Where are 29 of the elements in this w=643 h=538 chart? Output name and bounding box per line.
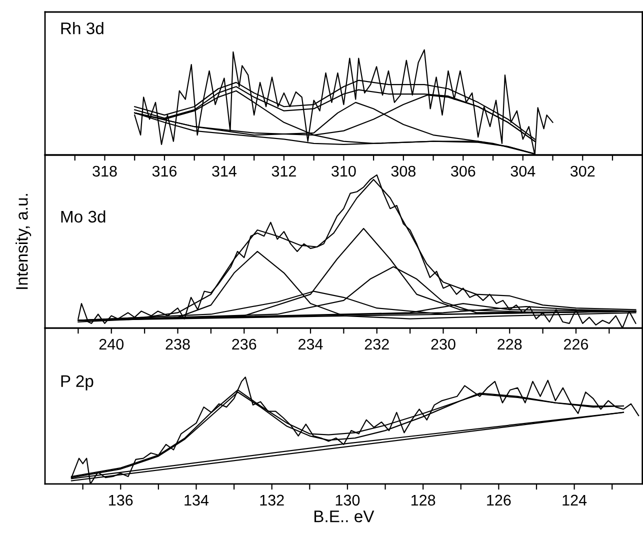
x-tick-label: 124 — [562, 494, 587, 506]
x-axis-title: B.E.. eV — [314, 510, 374, 522]
x-tick-label: 132 — [260, 494, 284, 506]
x-tick-label: 236 — [232, 338, 256, 350]
x-tick-label: 238 — [166, 338, 190, 350]
y-axis-title: Intensity, a.u. — [16, 194, 32, 289]
x-tick-label: 128 — [412, 494, 436, 506]
x-tick-label: 226 — [564, 338, 588, 350]
x-tick-label: 312 — [272, 166, 296, 177]
x-tick-label: 130 — [336, 494, 360, 506]
chart-title: Rh 3d — [61, 22, 104, 34]
x-tick-label: 302 — [570, 166, 595, 177]
x-tick-label: 308 — [391, 166, 416, 177]
x-tick-label: 310 — [332, 166, 356, 177]
x-tick-label: 234 — [298, 338, 323, 350]
x-tick-label: 314 — [212, 166, 237, 177]
x-tick-label: 228 — [498, 338, 522, 350]
x-tick-label: 230 — [431, 338, 456, 350]
x-tick-label: 126 — [487, 494, 511, 506]
x-tick-label: 232 — [364, 338, 389, 350]
x-tick-label: 240 — [99, 338, 124, 350]
x-tick-label: 316 — [152, 166, 177, 177]
x-tick-label: 134 — [184, 494, 209, 506]
x-tick-label: 304 — [510, 166, 536, 177]
chart-title: P 2p — [61, 375, 94, 390]
x-tick-label: 306 — [450, 166, 476, 177]
x-tick-label: 318 — [92, 166, 117, 177]
x-tick-label: 136 — [109, 494, 133, 506]
text: Mo 3d — [61, 210, 106, 223]
